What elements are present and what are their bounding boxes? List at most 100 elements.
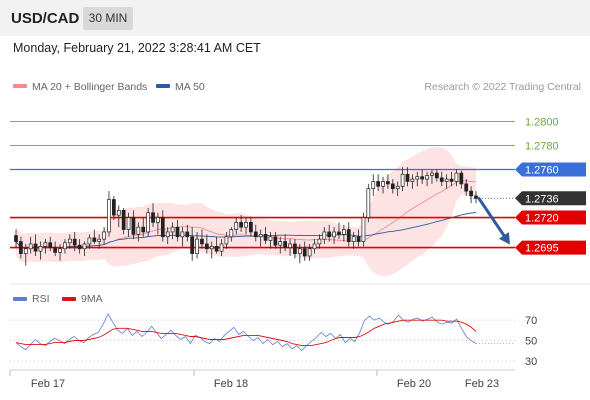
candle [131,210,136,240]
legend-label-rsi: RSI [32,293,50,305]
candle [82,241,87,256]
candle-body [253,231,258,238]
level-label-bg [515,162,586,177]
legend-swatch-ma50 [156,84,170,88]
level-label-1-2800: 1.2800 [525,116,559,128]
ma50-line [15,211,477,249]
candle [469,186,473,204]
candle [77,239,82,254]
candle-body [390,183,395,190]
candle [156,212,160,235]
candle [430,169,434,184]
legend-swatch-rsi [13,297,27,301]
level-label-1-2760: 1.2760 [515,162,586,177]
candle-body [165,231,170,238]
candle [434,169,439,182]
candle [23,243,28,266]
candle [19,236,23,259]
candle [444,174,449,189]
candle [288,239,292,256]
candle-body [151,212,155,223]
candle [278,236,283,254]
candle [185,224,190,242]
research-credit: Research © 2022 Trading Central [424,81,581,93]
candle-body [43,242,48,247]
candle [229,227,234,242]
level-label-text: 1.2720 [525,213,559,225]
candle-body [244,221,248,228]
candle-body [234,221,239,230]
candle-body [464,183,469,192]
candle [454,169,459,187]
candle [209,241,214,259]
candle-body [219,243,224,252]
x-tick-label: Feb 17 [31,378,65,390]
level-label-1-2736: 1.2736 [515,191,586,206]
candle [327,224,332,242]
candle [224,231,229,249]
candle [337,222,341,240]
candle-body [185,231,190,238]
candle [204,234,209,254]
candle-body [28,243,33,250]
legend-swatch-9ma [62,297,76,301]
candle-body [195,238,199,254]
bollinger-band-fill [16,147,476,277]
candle [165,227,170,244]
candle-body [229,229,234,238]
candle [371,174,376,196]
level-label-text: 1.2736 [525,193,559,205]
candle-body [297,248,302,254]
candle [356,229,361,247]
candle-body [283,241,288,248]
candle [474,191,478,204]
candle-body [337,231,341,235]
candle-body [273,236,278,246]
forecast-arrow-head [498,232,510,245]
candle [33,234,38,256]
candle-body [170,226,175,233]
candle-body [116,209,121,216]
candle [48,236,53,252]
candle-body [400,173,405,187]
candle [449,171,454,187]
candle [322,227,327,244]
candle-body [395,185,400,190]
candle [390,179,395,194]
candle-body [190,236,195,254]
legend-label-bollinger: MA 20 + Bollinger Bands [32,81,147,93]
candle-body [63,242,67,250]
timeframe-badge[interactable]: 30 MIN [83,7,133,30]
candle [361,212,366,247]
x-tick-label: Feb 23 [465,378,499,390]
candle [415,171,420,187]
candle-body [366,188,371,218]
candle [43,239,48,254]
candle-body [58,248,62,253]
candle [400,167,405,192]
candle-body [102,231,106,240]
level-label-1-2720: 1.2720 [515,210,586,225]
candle [420,169,425,184]
candle [317,234,322,249]
candle-body [136,226,141,235]
candle [258,229,263,247]
candle [346,222,351,247]
candle-body [268,236,273,241]
candle [459,170,464,189]
candle-body [449,178,454,182]
candle [253,224,258,242]
rsi-9ma-line [15,319,477,347]
candle-body [342,229,346,235]
candle-body [410,178,415,182]
candle [405,167,410,187]
candle-body [209,246,214,250]
candle-body [156,217,160,223]
candle-body [131,217,136,235]
candle [386,174,390,189]
rsi-tick-label: 30 [525,356,537,368]
candle [425,171,429,187]
candle-body [376,181,380,187]
candle-body [263,234,268,241]
candle-body [444,178,449,182]
